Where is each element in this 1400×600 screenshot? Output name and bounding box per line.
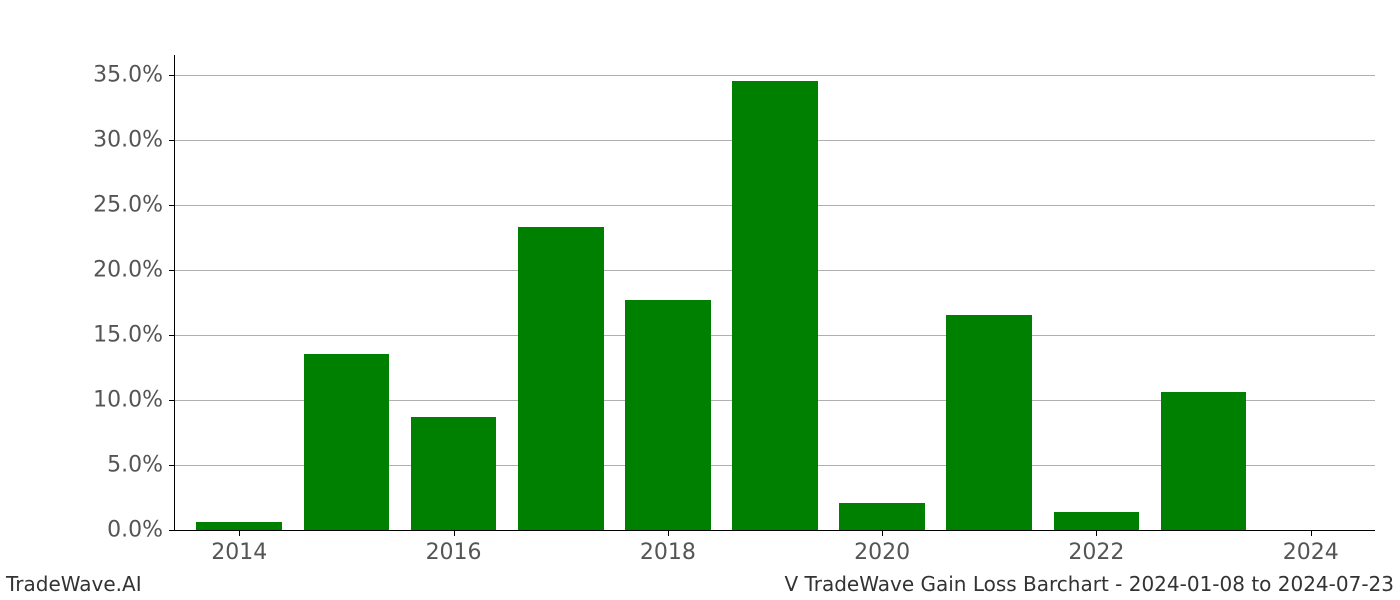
ytick-mark <box>169 270 175 271</box>
xtick-mark <box>882 530 883 536</box>
bar <box>1161 392 1247 530</box>
bar <box>518 227 604 530</box>
ytick-label: 30.0% <box>93 127 163 152</box>
ytick-mark <box>169 530 175 531</box>
y-axis-spine <box>174 55 175 530</box>
ytick-label: 15.0% <box>93 322 163 347</box>
xtick-label: 2022 <box>1068 540 1124 565</box>
bar <box>196 522 282 530</box>
footer-left-text: TradeWave.AI <box>6 572 142 596</box>
xtick-mark <box>1311 530 1312 536</box>
xtick-mark <box>1096 530 1097 536</box>
plot-area <box>175 55 1375 530</box>
xtick-label: 2016 <box>426 540 482 565</box>
x-axis-spine <box>175 530 1375 531</box>
ytick-label: 0.0% <box>107 518 163 543</box>
ytick-mark <box>169 335 175 336</box>
bar <box>304 354 390 530</box>
bar <box>411 417 497 530</box>
ytick-mark <box>169 400 175 401</box>
xtick-label: 2024 <box>1283 540 1339 565</box>
bar <box>625 300 711 530</box>
ytick-mark <box>169 465 175 466</box>
ytick-mark <box>169 75 175 76</box>
xtick-label: 2014 <box>211 540 267 565</box>
bar <box>1054 512 1140 530</box>
xtick-mark <box>239 530 240 536</box>
chart-container: 0.0% 5.0% 10.0% 15.0% 20.0% 25.0% 30.0% 35.0% 2… <box>0 0 1400 600</box>
bar <box>732 81 818 530</box>
bar <box>946 315 1032 530</box>
bar <box>839 503 925 530</box>
xtick-mark <box>668 530 669 536</box>
xtick-mark <box>454 530 455 536</box>
ytick-label: 10.0% <box>93 387 163 412</box>
footer-right-text: V TradeWave Gain Loss Barchart - 2024-01… <box>784 572 1394 596</box>
ytick-label: 25.0% <box>93 192 163 217</box>
ytick-label: 20.0% <box>93 257 163 282</box>
xtick-label: 2018 <box>640 540 696 565</box>
xtick-label: 2020 <box>854 540 910 565</box>
ytick-label: 35.0% <box>93 62 163 87</box>
gridline <box>175 75 1375 76</box>
ytick-label: 5.0% <box>107 452 163 477</box>
ytick-mark <box>169 205 175 206</box>
ytick-mark <box>169 140 175 141</box>
